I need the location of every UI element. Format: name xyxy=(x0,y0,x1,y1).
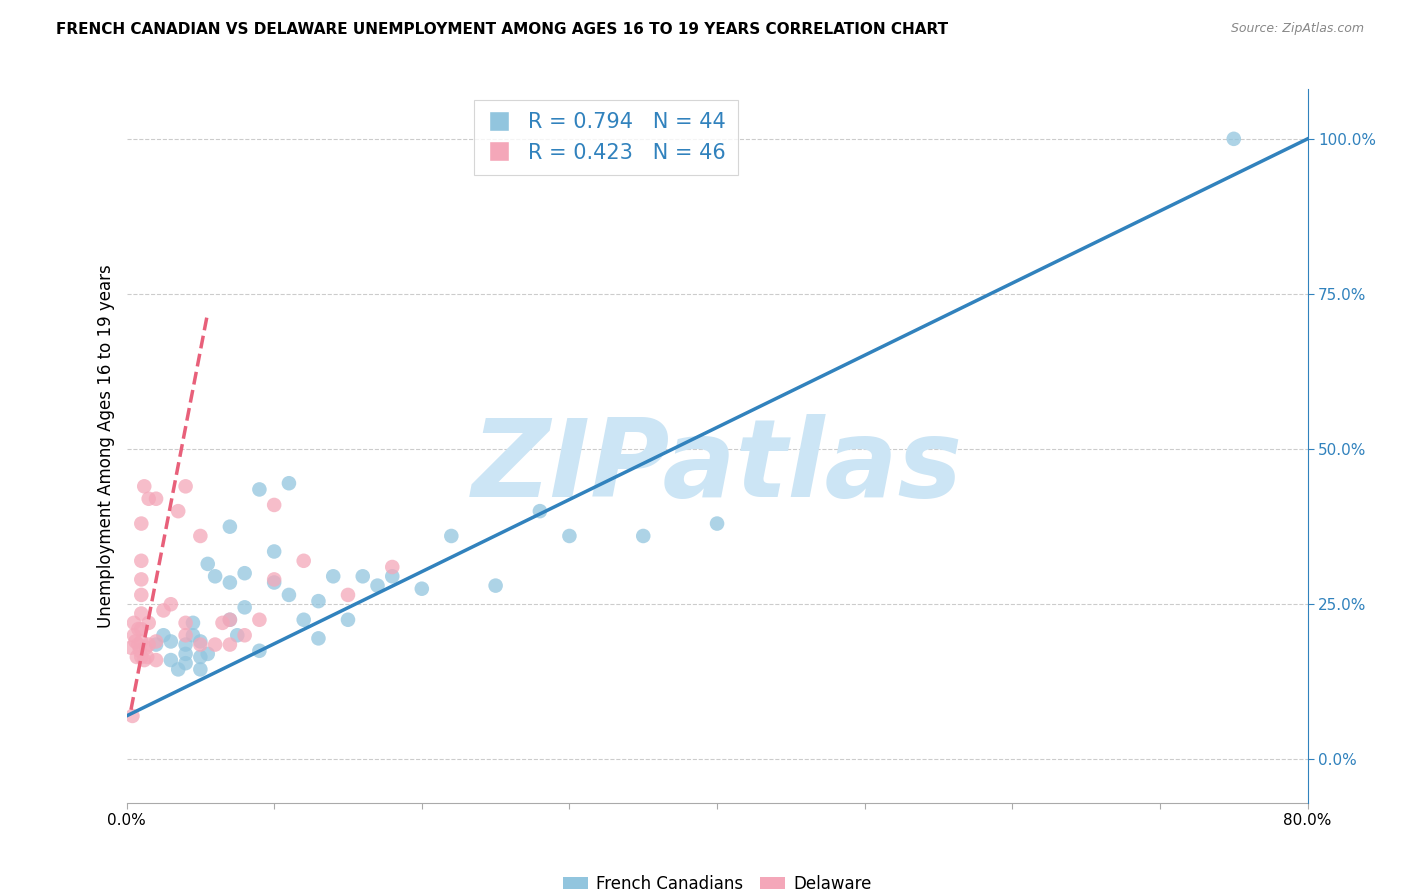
Point xyxy=(411,582,433,596)
Point xyxy=(233,600,256,615)
Point xyxy=(263,498,285,512)
Point xyxy=(440,529,463,543)
Point xyxy=(263,575,285,590)
Point xyxy=(174,615,197,630)
Point xyxy=(174,479,197,493)
Point xyxy=(381,560,404,574)
Point xyxy=(174,628,197,642)
Point xyxy=(307,632,329,646)
Point xyxy=(135,640,157,655)
Point xyxy=(138,638,160,652)
Point xyxy=(188,650,211,665)
Point xyxy=(129,554,153,568)
Point xyxy=(129,650,153,665)
Point xyxy=(121,709,143,723)
Point xyxy=(529,504,551,518)
Point xyxy=(631,529,654,543)
Point xyxy=(211,615,233,630)
Point xyxy=(366,579,388,593)
Point xyxy=(159,634,183,648)
Point xyxy=(138,491,160,506)
Point xyxy=(145,638,167,652)
Legend: French Canadians, Delaware: French Canadians, Delaware xyxy=(555,868,879,892)
Point xyxy=(152,603,174,617)
Point xyxy=(219,613,242,627)
Point xyxy=(247,644,270,658)
Point xyxy=(322,569,344,583)
Point xyxy=(307,594,329,608)
Text: Source: ZipAtlas.com: Source: ZipAtlas.com xyxy=(1230,22,1364,36)
Point xyxy=(219,638,242,652)
Point xyxy=(129,573,153,587)
Point xyxy=(233,628,256,642)
Point xyxy=(129,607,153,621)
Point xyxy=(247,483,270,497)
Text: FRENCH CANADIAN VS DELAWARE UNEMPLOYMENT AMONG AGES 16 TO 19 YEARS CORRELATION C: FRENCH CANADIAN VS DELAWARE UNEMPLOYMENT… xyxy=(56,22,949,37)
Point xyxy=(174,656,197,670)
Point xyxy=(138,615,160,630)
Point xyxy=(122,615,145,630)
Point xyxy=(558,529,581,543)
Point xyxy=(188,634,211,648)
Point xyxy=(197,557,219,571)
Point xyxy=(174,638,197,652)
Point xyxy=(152,628,174,642)
Point xyxy=(136,650,159,665)
Point xyxy=(263,544,285,558)
Point xyxy=(226,628,249,642)
Point xyxy=(197,647,219,661)
Point xyxy=(188,638,211,652)
Y-axis label: Unemployment Among Ages 16 to 19 years: Unemployment Among Ages 16 to 19 years xyxy=(97,264,115,628)
Point xyxy=(188,662,211,676)
Point xyxy=(134,479,156,493)
Point xyxy=(484,579,508,593)
Point xyxy=(181,628,204,642)
Text: ZIPatlas: ZIPatlas xyxy=(471,415,963,520)
Point xyxy=(122,628,145,642)
Point xyxy=(337,588,360,602)
Point xyxy=(381,569,404,583)
Point xyxy=(247,613,270,627)
Point xyxy=(337,613,360,627)
Point xyxy=(219,519,242,533)
Point xyxy=(129,516,153,531)
Point xyxy=(125,650,148,665)
Point xyxy=(188,529,211,543)
Point xyxy=(292,554,315,568)
Point xyxy=(167,662,190,676)
Point xyxy=(129,622,153,636)
Point xyxy=(204,569,226,583)
Point xyxy=(278,476,301,491)
Point xyxy=(129,634,153,648)
Point xyxy=(127,638,149,652)
Point xyxy=(145,653,167,667)
Point xyxy=(181,615,204,630)
Point xyxy=(263,573,285,587)
Point xyxy=(145,634,167,648)
Point xyxy=(174,647,197,661)
Point xyxy=(120,640,142,655)
Point xyxy=(167,504,190,518)
Point xyxy=(233,566,256,581)
Point xyxy=(127,622,149,636)
Point xyxy=(1222,132,1246,146)
Point xyxy=(145,491,167,506)
Point xyxy=(159,653,183,667)
Point xyxy=(706,516,728,531)
Point xyxy=(352,569,374,583)
Point xyxy=(278,588,301,602)
Point xyxy=(292,613,315,627)
Point xyxy=(219,613,242,627)
Point xyxy=(129,588,153,602)
Point xyxy=(134,653,156,667)
Point xyxy=(204,638,226,652)
Point xyxy=(159,597,183,611)
Point xyxy=(128,644,150,658)
Point xyxy=(124,634,146,648)
Point xyxy=(219,575,242,590)
